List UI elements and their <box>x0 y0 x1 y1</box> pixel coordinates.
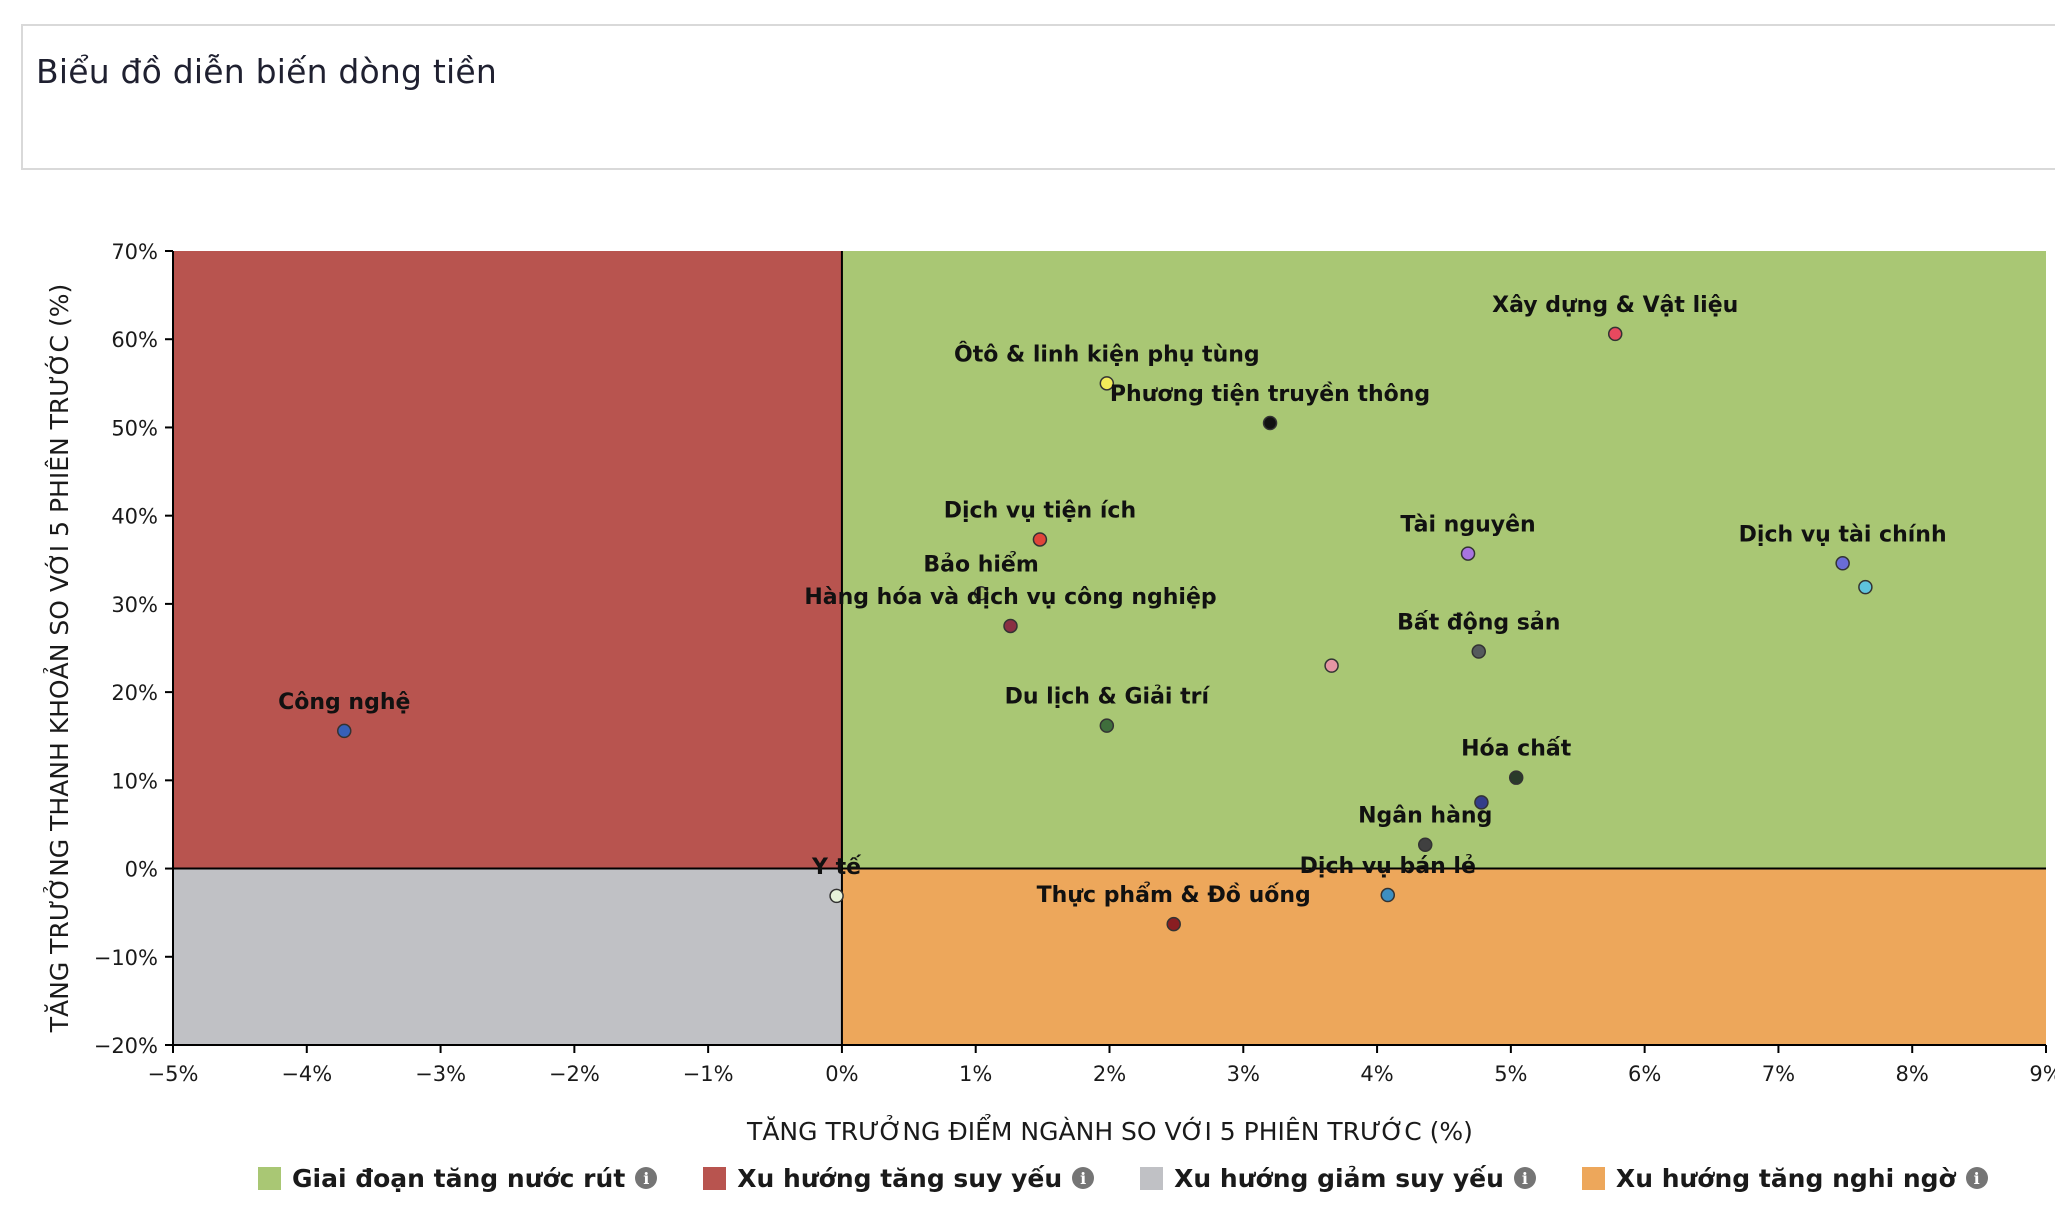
y-tick-label: 50% <box>111 416 158 440</box>
quadrant-1 <box>173 251 842 869</box>
point-label: Thực phẩm & Đồ uống <box>1037 882 1311 908</box>
point-label: Ngân hàng <box>1358 804 1492 829</box>
info-icon[interactable]: i <box>1513 1167 1536 1189</box>
scatter-point[interactable] <box>1474 795 1489 810</box>
legend-swatch <box>1581 1166 1605 1190</box>
scatter-point[interactable] <box>1032 532 1048 547</box>
x-tick-label: 4% <box>1360 1062 1393 1086</box>
info-icon[interactable]: i <box>1965 1167 1988 1189</box>
quadrant-3 <box>841 868 2046 1045</box>
scatter-point[interactable] <box>829 888 844 904</box>
point-label: Y tế <box>811 855 862 880</box>
legend-item-doubtful-uptrend[interactable]: Xu hướng tăng nghi ngờ i <box>1581 1163 1988 1193</box>
legend-item-weakening-uptrend[interactable]: Xu hướng tăng suy yếu i <box>703 1163 1095 1193</box>
legend-label: Xu hướng giảm suy yếu <box>1174 1163 1504 1193</box>
y-tick-label: 20% <box>111 681 158 705</box>
header-card <box>21 24 2055 170</box>
point-label: Dịch vụ tiện ích <box>944 498 1136 523</box>
quadrant-backgrounds <box>173 251 2046 1045</box>
point-label: Công nghệ <box>278 690 410 715</box>
scatter-point[interactable] <box>1417 837 1433 852</box>
x-tick-label: 2% <box>1093 1062 1126 1086</box>
scatter-point[interactable] <box>1262 415 1278 431</box>
scatter-point[interactable] <box>1380 887 1396 903</box>
point-label: Ôtô & linh kiện phụ tùng <box>954 341 1260 367</box>
x-tick-label: 0% <box>825 1062 858 1086</box>
legend-label: Giai đoạn tăng nước rút <box>292 1163 626 1193</box>
x-tick-label: −2% <box>549 1062 600 1086</box>
x-axis-title: TĂNG TRƯỞNG ĐIỂM NGÀNH SO VỚI 5 PHIÊN TR… <box>746 1114 1473 1146</box>
data-points <box>336 326 1873 932</box>
y-tick-label: 60% <box>111 328 158 352</box>
y-tick-label: 70% <box>111 240 158 264</box>
point-label: Xây dựng & Vật liệu <box>1492 293 1738 318</box>
point-label: Du lịch & Giải trí <box>1005 685 1211 710</box>
point-label: Bất động sản <box>1397 611 1560 636</box>
point-label: Hàng hóa và dịch vụ công nghiệp <box>804 585 1216 610</box>
scatter-point[interactable] <box>336 723 352 739</box>
x-tick-label: −4% <box>281 1062 332 1086</box>
scatter-point[interactable] <box>1607 326 1623 342</box>
legend-label: Xu hướng tăng suy yếu <box>737 1163 1063 1193</box>
x-tick-label: −5% <box>148 1062 199 1086</box>
info-icon[interactable]: i <box>635 1167 658 1189</box>
info-icon[interactable]: i <box>1072 1167 1095 1189</box>
scatter-point[interactable] <box>1471 644 1486 659</box>
scatter-point[interactable] <box>1324 658 1339 673</box>
y-tick-label: 40% <box>111 505 158 529</box>
legend-swatch <box>1140 1166 1164 1190</box>
point-label: Hóa chất <box>1461 737 1572 762</box>
scatter-point[interactable] <box>1858 579 1873 595</box>
legend-item-sprint[interactable]: Giai đoạn tăng nước rút i <box>258 1163 658 1193</box>
axes: −5% −4% −3% −2% −1% 0% 1% 2% 3% 4% 5% 6% 7% 8% 9% −20% −… <box>94 240 2055 1086</box>
scatter-point[interactable] <box>1099 718 1115 733</box>
scatter-point[interactable] <box>1460 546 1476 561</box>
y-tick-label: −10% <box>94 946 158 970</box>
point-label: Tài nguyên <box>1400 513 1535 538</box>
x-tick-label: 5% <box>1494 1062 1527 1086</box>
legend-label: Xu hướng tăng nghi ngờ <box>1615 1163 1956 1193</box>
y-tick-label: 30% <box>111 593 158 617</box>
x-tick-label: 7% <box>1762 1062 1795 1086</box>
page-title: Biểu đồ diễn biến dòng tiền <box>36 52 498 91</box>
x-tick-label: −1% <box>683 1062 734 1086</box>
scatter-point[interactable] <box>1508 770 1524 785</box>
y-tick-label: 0% <box>125 858 158 882</box>
y-axis-title: TĂNG TRƯỞNG THANH KHOẢN SO VỚI 5 PHIÊN T… <box>43 284 74 1033</box>
point-labels: Xây dựng & Vật liệu Ôtô & linh kiện phụ t… <box>278 293 1947 908</box>
quadrant-2 <box>173 868 842 1045</box>
x-tick-label: 1% <box>959 1062 992 1086</box>
x-tick-label: 8% <box>1896 1062 1929 1086</box>
point-label: Dịch vụ bán lẻ <box>1300 854 1476 879</box>
scatter-point[interactable] <box>1099 376 1115 391</box>
x-tick-label: 6% <box>1628 1062 1661 1086</box>
quadrant-scatter-chart: −5% −4% −3% −2% −1% 0% 1% 2% 3% 4% 5% 6% 7% 8% 9% −20% −… <box>43 240 2055 1146</box>
scatter-point[interactable] <box>1166 916 1181 932</box>
x-tick-label: 3% <box>1227 1062 1260 1086</box>
legend-item-weakening-downtrend[interactable]: Xu hướng giảm suy yếu i <box>1140 1164 1536 1193</box>
scatter-point[interactable] <box>1003 618 1018 634</box>
point-label: Phương tiện truyền thông <box>1110 382 1430 407</box>
y-tick-label: 10% <box>111 769 158 793</box>
point-label: Bảo hiểm <box>923 551 1038 577</box>
scatter-point[interactable] <box>973 586 989 601</box>
point-label: Dịch vụ tài chính <box>1739 522 1947 547</box>
scatter-point[interactable] <box>1835 556 1850 571</box>
legend-swatch <box>258 1166 281 1190</box>
chart-legend: Giai đoạn tăng nước rút i Xu hướng tăng … <box>258 1160 2034 1196</box>
x-tick-label: −3% <box>415 1062 466 1086</box>
x-tick-label: 9% <box>2029 1062 2055 1086</box>
y-tick-label: −20% <box>94 1034 158 1058</box>
legend-swatch <box>703 1166 727 1190</box>
